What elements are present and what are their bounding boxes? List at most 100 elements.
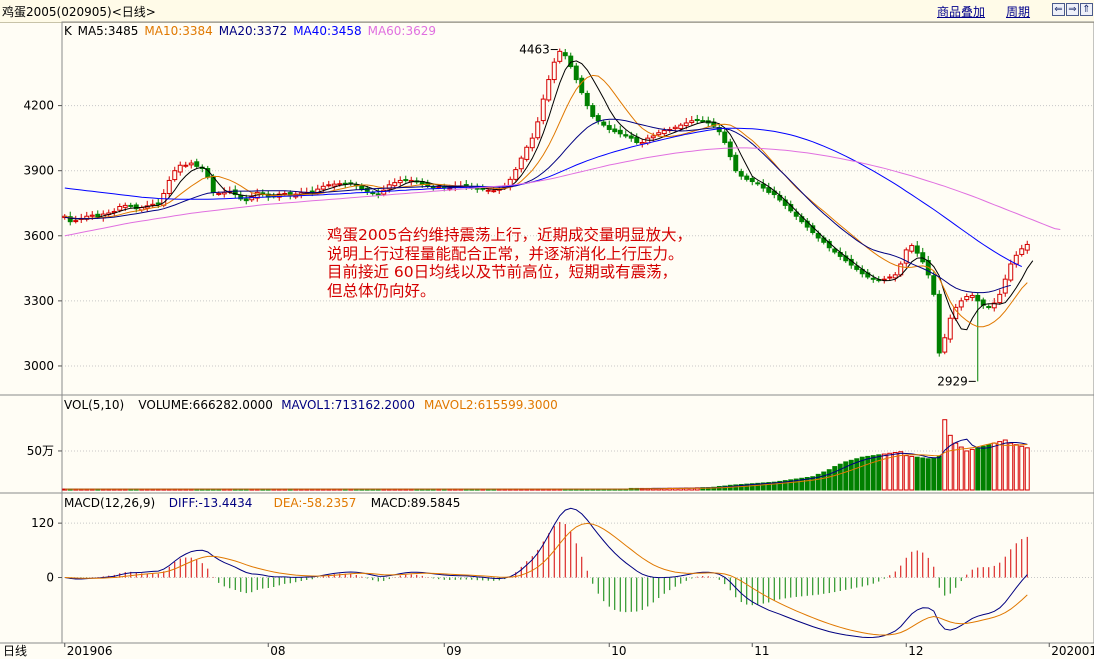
candle <box>194 161 200 167</box>
volume-bar <box>903 455 909 491</box>
overlay-commodity-link[interactable]: 商品叠加 <box>937 5 986 19</box>
volume-bar <box>788 479 794 491</box>
candle <box>623 134 629 137</box>
candle <box>793 211 799 217</box>
candle <box>117 205 123 211</box>
candle <box>766 187 772 193</box>
volume-bar <box>859 456 865 491</box>
candle <box>397 179 403 184</box>
price-legend-item: K <box>64 24 73 38</box>
nav-up-button[interactable]: ⇑ <box>1080 3 1093 16</box>
candle <box>854 265 860 270</box>
volume-bar <box>782 480 788 491</box>
candle <box>326 184 332 187</box>
ma-line-ma60 <box>64 147 1061 237</box>
candle <box>656 132 662 136</box>
volume-bar <box>1019 445 1025 491</box>
candle <box>931 275 937 295</box>
volume-bar <box>810 476 816 491</box>
volume-bar <box>738 484 744 491</box>
nav-left-button[interactable]: ⇐ <box>1052 3 1065 16</box>
price-tick-label: 3600 <box>23 229 54 243</box>
mavol2-line <box>64 442 1028 490</box>
candle <box>557 50 563 62</box>
candle <box>133 204 139 210</box>
candle <box>892 274 898 279</box>
volume-bar <box>997 441 1003 491</box>
period-link[interactable]: 周期 <box>1006 5 1031 19</box>
candle <box>1024 243 1030 251</box>
candle <box>920 252 926 263</box>
candle <box>958 300 964 308</box>
volume-bar <box>771 481 777 491</box>
volume-bar <box>848 459 854 491</box>
candle <box>744 175 750 180</box>
volume-legend-item: VOL(5,10) <box>64 398 124 412</box>
candle <box>485 189 491 192</box>
candle <box>216 192 222 195</box>
candle <box>975 294 981 302</box>
macd-legend-item: MACD:89.5845 <box>371 496 461 510</box>
volume-bar <box>942 419 948 491</box>
macd-legend-item: MACD(12,26,9) <box>64 496 155 510</box>
price-tick-label: 4200 <box>23 99 54 113</box>
x-tick-label: 202001 <box>1051 644 1094 658</box>
volume-bar <box>1002 439 1008 491</box>
candle <box>403 179 409 182</box>
volume-bar <box>947 434 953 491</box>
candle <box>89 214 95 217</box>
candle <box>177 164 183 173</box>
candle <box>689 120 695 124</box>
volume-bar <box>777 480 783 491</box>
volume-legend-item: VOLUME:666282.0000 <box>138 398 272 412</box>
x-tick-label: 10 <box>611 644 626 658</box>
volume-bar <box>826 469 832 491</box>
x-tick-label: 12 <box>908 644 923 658</box>
candle <box>95 213 101 218</box>
volume-bar <box>887 452 893 491</box>
nav-right-button[interactable]: ⇒ <box>1066 3 1079 16</box>
price-legend-item: MA10:3384 <box>144 24 212 38</box>
volume-tick-label: 50万 <box>27 444 54 458</box>
volume-bar <box>799 477 805 491</box>
candle <box>722 131 728 143</box>
candle <box>1008 263 1014 281</box>
candle <box>535 121 541 139</box>
candle <box>518 157 524 170</box>
candle <box>1019 248 1025 255</box>
candle <box>749 178 755 183</box>
volume-bar <box>865 455 871 491</box>
candle <box>381 189 387 195</box>
volume-bar <box>843 461 849 491</box>
high-marker-label: 4463 <box>519 43 550 57</box>
candle <box>595 115 601 122</box>
volume-bar <box>991 442 997 491</box>
x-tick-label: 201906 <box>67 644 113 658</box>
ma-line-ma5 <box>64 60 1034 331</box>
macd-legend-item: DEA:-58.2357 <box>274 496 357 510</box>
volume-bar <box>975 447 981 491</box>
candle <box>914 245 920 254</box>
candle <box>628 135 634 139</box>
candle <box>870 277 876 280</box>
candle <box>249 196 255 201</box>
candle <box>815 232 821 239</box>
candle <box>991 302 997 309</box>
volume-legend-item: MAVOL2:615599.3000 <box>424 398 558 412</box>
candle <box>183 164 189 167</box>
candle <box>562 52 568 57</box>
candle <box>67 216 73 223</box>
x-tick-label: 08 <box>270 644 285 658</box>
volume-bar <box>854 458 860 491</box>
ma-line-ma10 <box>64 74 1028 328</box>
candle <box>128 204 134 207</box>
price-tick-label: 3300 <box>23 294 54 308</box>
volume-bar <box>1008 442 1014 491</box>
price-legend-item: MA20:3372 <box>219 24 287 38</box>
volume-bar <box>804 477 810 491</box>
volume-bar <box>766 482 772 491</box>
volume-bar <box>760 482 766 491</box>
candle <box>969 294 975 298</box>
candle <box>73 220 79 223</box>
